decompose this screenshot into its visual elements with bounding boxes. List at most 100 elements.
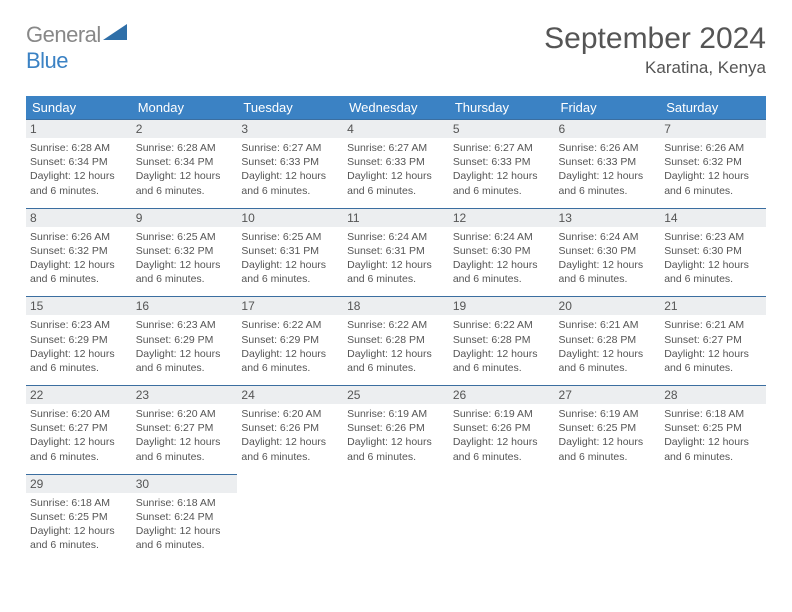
daylight-text: Daylight: 12 hours and 6 minutes. xyxy=(241,435,339,463)
day-number: 12 xyxy=(449,208,555,227)
daylight-text: Daylight: 12 hours and 6 minutes. xyxy=(347,347,445,375)
day-cell: 24Sunrise: 6:20 AMSunset: 6:26 PMDayligh… xyxy=(237,385,343,474)
dow-sunday: Sunday xyxy=(26,96,132,119)
day-number: 30 xyxy=(132,474,238,493)
sunset-text: Sunset: 6:26 PM xyxy=(347,421,445,435)
sunset-text: Sunset: 6:27 PM xyxy=(30,421,128,435)
daylight-text: Daylight: 12 hours and 6 minutes. xyxy=(664,169,762,197)
day-cell: 14Sunrise: 6:23 AMSunset: 6:30 PMDayligh… xyxy=(660,208,766,297)
day-body: Sunrise: 6:25 AMSunset: 6:32 PMDaylight:… xyxy=(132,227,238,297)
sunset-text: Sunset: 6:30 PM xyxy=(559,244,657,258)
day-number: 18 xyxy=(343,296,449,315)
day-cell xyxy=(660,474,766,563)
day-cell: 11Sunrise: 6:24 AMSunset: 6:31 PMDayligh… xyxy=(343,208,449,297)
sunrise-text: Sunrise: 6:23 AM xyxy=(664,230,762,244)
day-cell: 22Sunrise: 6:20 AMSunset: 6:27 PMDayligh… xyxy=(26,385,132,474)
daylight-text: Daylight: 12 hours and 6 minutes. xyxy=(136,169,234,197)
daylight-text: Daylight: 12 hours and 6 minutes. xyxy=(30,258,128,286)
day-number: 22 xyxy=(26,385,132,404)
day-number: 11 xyxy=(343,208,449,227)
sunset-text: Sunset: 6:34 PM xyxy=(30,155,128,169)
day-cell: 10Sunrise: 6:25 AMSunset: 6:31 PMDayligh… xyxy=(237,208,343,297)
sunset-text: Sunset: 6:26 PM xyxy=(241,421,339,435)
sunset-text: Sunset: 6:31 PM xyxy=(347,244,445,258)
calendar-table: Sunday Monday Tuesday Wednesday Thursday… xyxy=(26,96,766,562)
week-row: 15Sunrise: 6:23 AMSunset: 6:29 PMDayligh… xyxy=(26,296,766,385)
daylight-text: Daylight: 12 hours and 6 minutes. xyxy=(136,347,234,375)
day-cell: 5Sunrise: 6:27 AMSunset: 6:33 PMDaylight… xyxy=(449,119,555,208)
sunrise-text: Sunrise: 6:21 AM xyxy=(559,318,657,332)
day-cell: 6Sunrise: 6:26 AMSunset: 6:33 PMDaylight… xyxy=(555,119,661,208)
daylight-text: Daylight: 12 hours and 6 minutes. xyxy=(136,258,234,286)
sunrise-text: Sunrise: 6:24 AM xyxy=(559,230,657,244)
sunrise-text: Sunrise: 6:26 AM xyxy=(30,230,128,244)
day-cell: 23Sunrise: 6:20 AMSunset: 6:27 PMDayligh… xyxy=(132,385,238,474)
logo-triangle-icon xyxy=(103,22,127,42)
day-body: Sunrise: 6:22 AMSunset: 6:28 PMDaylight:… xyxy=(449,315,555,385)
day-body: Sunrise: 6:24 AMSunset: 6:30 PMDaylight:… xyxy=(555,227,661,297)
day-cell: 19Sunrise: 6:22 AMSunset: 6:28 PMDayligh… xyxy=(449,296,555,385)
day-body: Sunrise: 6:24 AMSunset: 6:30 PMDaylight:… xyxy=(449,227,555,297)
sunrise-text: Sunrise: 6:25 AM xyxy=(136,230,234,244)
day-body: Sunrise: 6:19 AMSunset: 6:25 PMDaylight:… xyxy=(555,404,661,474)
sunrise-text: Sunrise: 6:21 AM xyxy=(664,318,762,332)
day-body: Sunrise: 6:28 AMSunset: 6:34 PMDaylight:… xyxy=(132,138,238,208)
day-body: Sunrise: 6:21 AMSunset: 6:27 PMDaylight:… xyxy=(660,315,766,385)
day-cell xyxy=(343,474,449,563)
daylight-text: Daylight: 12 hours and 6 minutes. xyxy=(664,258,762,286)
day-number: 24 xyxy=(237,385,343,404)
sunset-text: Sunset: 6:33 PM xyxy=(241,155,339,169)
daylight-text: Daylight: 12 hours and 6 minutes. xyxy=(453,169,551,197)
day-cell: 2Sunrise: 6:28 AMSunset: 6:34 PMDaylight… xyxy=(132,119,238,208)
day-cell: 20Sunrise: 6:21 AMSunset: 6:28 PMDayligh… xyxy=(555,296,661,385)
sunset-text: Sunset: 6:29 PM xyxy=(241,333,339,347)
dow-friday: Friday xyxy=(555,96,661,119)
day-body: Sunrise: 6:20 AMSunset: 6:27 PMDaylight:… xyxy=(26,404,132,474)
day-cell: 7Sunrise: 6:26 AMSunset: 6:32 PMDaylight… xyxy=(660,119,766,208)
sunrise-text: Sunrise: 6:24 AM xyxy=(453,230,551,244)
day-body: Sunrise: 6:18 AMSunset: 6:25 PMDaylight:… xyxy=(26,493,132,563)
day-body: Sunrise: 6:26 AMSunset: 6:33 PMDaylight:… xyxy=(555,138,661,208)
daylight-text: Daylight: 12 hours and 6 minutes. xyxy=(559,347,657,375)
daylight-text: Daylight: 12 hours and 6 minutes. xyxy=(453,258,551,286)
logo-blue: Blue xyxy=(26,48,68,73)
header: General Blue September 2024 Karatina, Ke… xyxy=(26,22,766,78)
sunrise-text: Sunrise: 6:28 AM xyxy=(30,141,128,155)
day-number: 21 xyxy=(660,296,766,315)
dow-wednesday: Wednesday xyxy=(343,96,449,119)
sunrise-text: Sunrise: 6:18 AM xyxy=(136,496,234,510)
day-body: Sunrise: 6:22 AMSunset: 6:28 PMDaylight:… xyxy=(343,315,449,385)
day-number: 19 xyxy=(449,296,555,315)
day-body: Sunrise: 6:26 AMSunset: 6:32 PMDaylight:… xyxy=(660,138,766,208)
sunset-text: Sunset: 6:28 PM xyxy=(453,333,551,347)
sunset-text: Sunset: 6:29 PM xyxy=(30,333,128,347)
day-cell: 17Sunrise: 6:22 AMSunset: 6:29 PMDayligh… xyxy=(237,296,343,385)
day-body: Sunrise: 6:18 AMSunset: 6:24 PMDaylight:… xyxy=(132,493,238,563)
day-cell: 26Sunrise: 6:19 AMSunset: 6:26 PMDayligh… xyxy=(449,385,555,474)
week-row: 29Sunrise: 6:18 AMSunset: 6:25 PMDayligh… xyxy=(26,474,766,563)
dow-thursday: Thursday xyxy=(449,96,555,119)
day-body: Sunrise: 6:20 AMSunset: 6:26 PMDaylight:… xyxy=(237,404,343,474)
sunset-text: Sunset: 6:30 PM xyxy=(664,244,762,258)
sunset-text: Sunset: 6:24 PM xyxy=(136,510,234,524)
day-cell: 1Sunrise: 6:28 AMSunset: 6:34 PMDaylight… xyxy=(26,119,132,208)
day-number: 6 xyxy=(555,119,661,138)
sunrise-text: Sunrise: 6:28 AM xyxy=(136,141,234,155)
daylight-text: Daylight: 12 hours and 6 minutes. xyxy=(559,435,657,463)
day-number: 7 xyxy=(660,119,766,138)
daylight-text: Daylight: 12 hours and 6 minutes. xyxy=(347,169,445,197)
sunset-text: Sunset: 6:28 PM xyxy=(347,333,445,347)
daylight-text: Daylight: 12 hours and 6 minutes. xyxy=(347,258,445,286)
daylight-text: Daylight: 12 hours and 6 minutes. xyxy=(559,258,657,286)
logo: General Blue xyxy=(26,22,127,74)
sunrise-text: Sunrise: 6:27 AM xyxy=(453,141,551,155)
day-number: 8 xyxy=(26,208,132,227)
day-cell: 30Sunrise: 6:18 AMSunset: 6:24 PMDayligh… xyxy=(132,474,238,563)
daylight-text: Daylight: 12 hours and 6 minutes. xyxy=(136,435,234,463)
week-row: 8Sunrise: 6:26 AMSunset: 6:32 PMDaylight… xyxy=(26,208,766,297)
day-cell: 9Sunrise: 6:25 AMSunset: 6:32 PMDaylight… xyxy=(132,208,238,297)
daylight-text: Daylight: 12 hours and 6 minutes. xyxy=(559,169,657,197)
day-body: Sunrise: 6:23 AMSunset: 6:29 PMDaylight:… xyxy=(26,315,132,385)
sunrise-text: Sunrise: 6:18 AM xyxy=(664,407,762,421)
day-body: Sunrise: 6:27 AMSunset: 6:33 PMDaylight:… xyxy=(449,138,555,208)
